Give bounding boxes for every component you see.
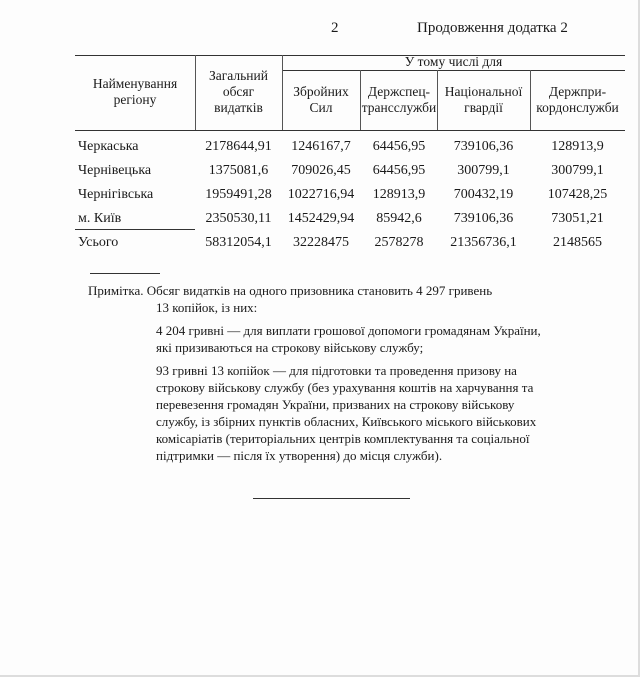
value-cell: 64456,95 (372, 163, 426, 178)
header-national-guard: Національної гвардії (444, 84, 523, 115)
header-special-transport: Держспец-трансслужби (361, 84, 437, 115)
region-name: м. Київ (78, 211, 122, 226)
header-group: У тому числі для (404, 54, 503, 69)
header-border-service: Держпри-кордонслужби (536, 84, 619, 115)
value-cell: 21356736,1 (450, 235, 517, 250)
value-cell: 300799,1 (457, 163, 510, 178)
value-cell: 85942,6 (376, 211, 422, 226)
note-line: комісаріатів (територіальних центрів ком… (156, 431, 530, 446)
note-line: строкову військову службу (без урахуванн… (156, 380, 534, 395)
continuation-label: Продовження додатка 2 (417, 20, 568, 36)
value-cell: 1959491,28 (205, 187, 272, 202)
header-armed-forces: Збройних Сил (293, 84, 349, 115)
note-line: підтримки — після їх утворення) до місця… (156, 448, 443, 463)
region-name: Черкаська (78, 139, 139, 154)
value-cell: 739106,36 (453, 139, 514, 154)
value-cell: 300799,1 (551, 163, 604, 178)
value-cell: 1452429,94 (287, 211, 355, 226)
value-cell: 709026,45 (291, 163, 351, 178)
value-cell: 739106,36 (453, 211, 514, 226)
value-cell: 2178644,91 (205, 139, 272, 154)
value-cell: 1246167,7 (291, 139, 351, 154)
note-separator (90, 273, 160, 274)
note-line: 93 гривні 13 копійок — для підготовки та… (156, 363, 517, 378)
value-cell: 1022716,94 (287, 187, 355, 202)
value-cell: 2148565 (553, 235, 602, 250)
value-cell: 2578278 (374, 235, 424, 250)
value-cell: 64456,95 (372, 139, 426, 154)
note-line: 4 204 гривні — для виплати грошової допо… (156, 323, 541, 338)
note-line: Примітка. Обсяг видатків на одного призо… (88, 283, 493, 298)
value-cell: 107428,25 (547, 187, 608, 202)
value-cell: 128913,9 (372, 187, 426, 202)
region-name: Чернігівська (78, 187, 154, 202)
value-cell: 58312054,1 (205, 235, 272, 250)
region-name: Чернівецька (78, 163, 152, 178)
value-cell: 700432,19 (453, 187, 514, 202)
region-name: Усього (78, 235, 119, 250)
end-separator (253, 498, 410, 499)
page-number: 2 (331, 20, 339, 36)
note-line: службу, із збірних пунктів обласних, Киї… (156, 414, 537, 429)
header-total: Загальний обсяг видатків (209, 68, 268, 115)
note-line: 13 копійок, із них: (156, 300, 258, 315)
subtotal-divider (75, 229, 195, 230)
header-region: Найменування регіону (92, 76, 178, 107)
value-cell: 73051,21 (551, 211, 604, 226)
value-cell: 32228475 (293, 235, 349, 250)
note-line: перевезення громадян України, призваних … (156, 397, 515, 412)
value-cell: 1375081,6 (208, 163, 269, 178)
note-line: які призиваються на строкову військову с… (156, 340, 424, 355)
value-cell: 2350530,11 (205, 211, 272, 226)
value-cell: 128913,9 (551, 139, 604, 154)
